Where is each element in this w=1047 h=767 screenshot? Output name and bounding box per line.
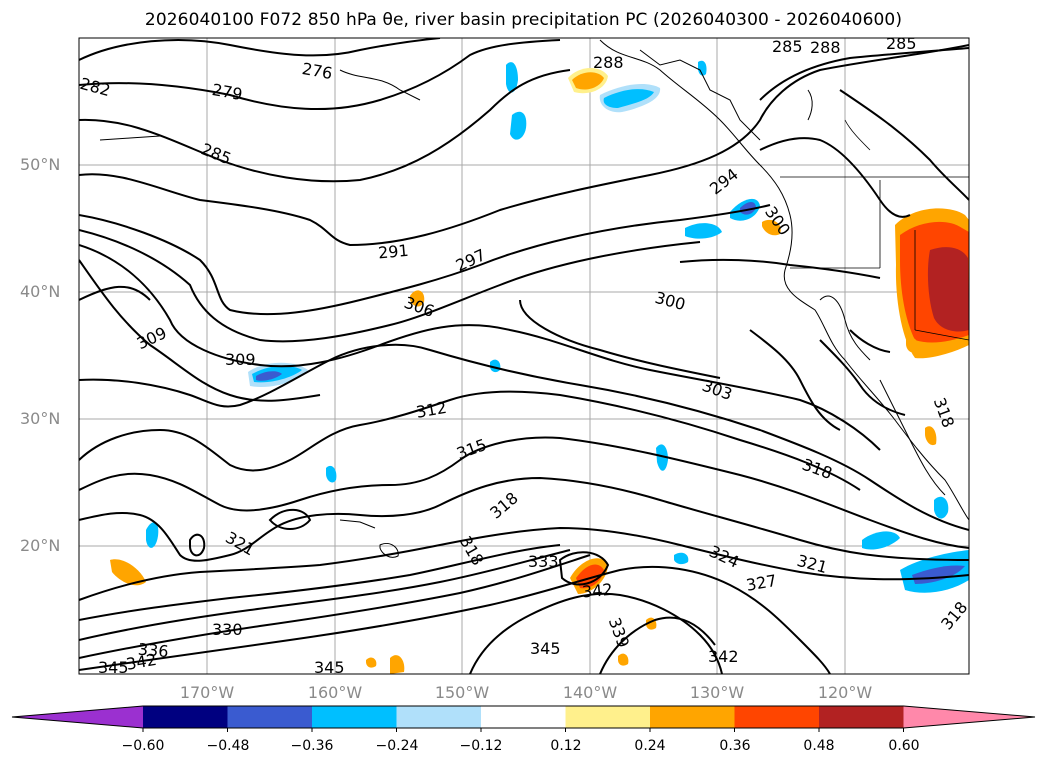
- colorbar: [11, 705, 1036, 732]
- lat-label-50n: 50°N: [20, 155, 61, 174]
- contour-label: 330: [212, 620, 243, 639]
- contour-label: 285: [772, 37, 803, 56]
- plot-frame: [78, 37, 970, 675]
- contour-label: 297: [453, 245, 489, 275]
- contour-label: 288: [810, 38, 841, 57]
- colorbar-extend-low: [12, 706, 143, 728]
- contour-label: 276: [301, 59, 334, 83]
- colorbar-tick-label: 0.48: [803, 738, 835, 754]
- colorbar-swatch: [819, 706, 904, 728]
- contour-label: 345: [98, 658, 129, 677]
- contour-label: 333: [528, 552, 559, 571]
- lon-label-120w: 120°W: [817, 683, 873, 702]
- colorbar-swatch: [312, 706, 397, 728]
- political-boundaries: [780, 119, 969, 341]
- contour-label: 336: [137, 640, 169, 662]
- colorbar-swatch: [481, 706, 566, 728]
- contour-label: 282: [78, 74, 112, 100]
- colorbar-tick-label: −0.24: [375, 738, 419, 754]
- lon-label-160w: 160°W: [307, 683, 363, 702]
- colorbar-swatch: [565, 706, 651, 728]
- contour-label: 303: [700, 376, 735, 404]
- contour-label: 318: [486, 488, 522, 522]
- colorbar-tick-label: 0.60: [888, 738, 920, 754]
- lon-label-140w: 140°W: [562, 683, 618, 702]
- lat-label-30n: 30°N: [20, 409, 61, 428]
- contour-label: 294: [706, 165, 742, 199]
- lon-label-130w: 130°W: [689, 683, 745, 702]
- contour-label: 345: [530, 639, 561, 658]
- colorbar-swatch: [396, 706, 482, 728]
- colorbar-swatch: [734, 706, 820, 728]
- lat-label-20n: 20°N: [20, 536, 61, 555]
- colorbar-tick-label: −0.12: [459, 738, 503, 754]
- colorbar-tick-label: −0.60: [121, 738, 165, 754]
- colorbar-tick-label: −0.48: [206, 738, 250, 754]
- contour-label: 309: [134, 323, 170, 353]
- coastlines: [99, 39, 969, 558]
- contour-label: 312: [415, 398, 448, 422]
- precip-positive-patches: [110, 67, 969, 674]
- contour-label: 342: [581, 580, 613, 602]
- colorbar-tick-label: 0.24: [634, 738, 666, 754]
- contour-label: 339: [605, 615, 633, 650]
- colorbar-tick-label: 0.12: [550, 738, 582, 754]
- contour-label: 342: [708, 647, 739, 666]
- contour-label: 318: [937, 598, 971, 634]
- contour-label: 342: [125, 650, 158, 674]
- contour-label: 345: [314, 658, 345, 677]
- colorbar-swatch: [650, 706, 735, 728]
- precip-negative-patches: [146, 60, 969, 593]
- contour-label: 309: [225, 350, 256, 369]
- contour-label: 285: [886, 34, 917, 53]
- lat-label-40n: 40°N: [20, 282, 61, 301]
- colorbar-swatch: [143, 706, 228, 728]
- contour-label: 321: [795, 551, 829, 577]
- map-title: 2026040100 F072 850 hPa θe, river basin …: [144, 10, 903, 30]
- contour-label-layer: 276 279 282 285 285 288 288 285 291 294 …: [78, 34, 971, 677]
- contour-label: 318: [930, 395, 958, 430]
- lon-label-170w: 170°W: [179, 683, 235, 702]
- contour-label: 306: [402, 293, 437, 321]
- contour-label: 291: [377, 241, 409, 263]
- theta-e-contours: [79, 38, 969, 674]
- colorbar-tick-label: 0.36: [719, 738, 751, 754]
- contour-label: 279: [211, 80, 244, 104]
- lon-label-150w: 150°W: [434, 683, 490, 702]
- contour-label: 300: [761, 203, 794, 239]
- contour-label: 288: [593, 53, 624, 72]
- contour-label: 327: [745, 571, 778, 595]
- contour-label: 315: [454, 435, 489, 463]
- colorbar-tick-label: −0.36: [290, 738, 334, 754]
- colorbar-extend-high: [903, 706, 1035, 728]
- colorbar-swatch: [227, 706, 313, 728]
